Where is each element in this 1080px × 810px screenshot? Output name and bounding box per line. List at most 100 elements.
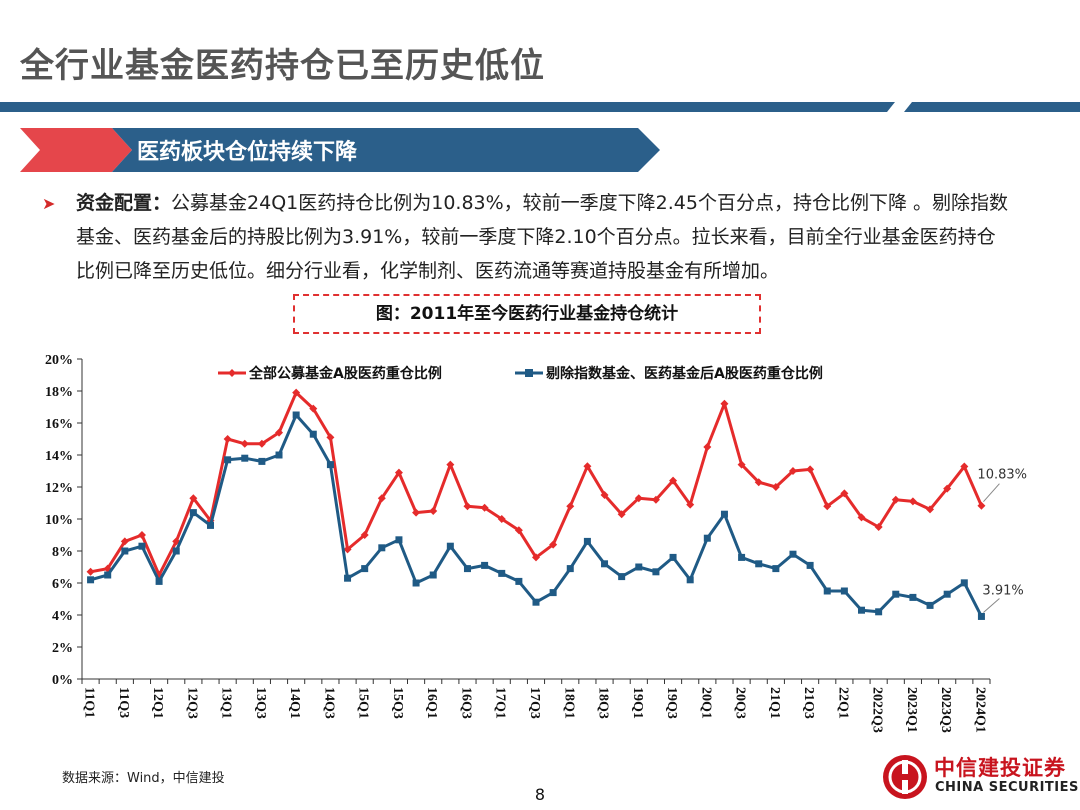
data-point-square — [344, 574, 352, 582]
x-tick-label: 18Q3 — [596, 687, 611, 719]
y-tick-label: 8% — [52, 545, 73, 560]
data-point-square — [549, 589, 557, 597]
annotation-leader — [983, 598, 1000, 613]
data-point-diamond — [292, 388, 301, 397]
data-point-square — [960, 579, 968, 587]
data-point-square — [446, 542, 454, 550]
data-point-diamond — [429, 507, 438, 515]
data-point-diamond — [600, 491, 609, 499]
x-tick-label: 2022Q3 — [870, 687, 885, 733]
y-tick-label: 4% — [52, 609, 73, 624]
data-point-square — [309, 430, 317, 438]
banner-body-shape — [112, 128, 660, 172]
data-point-square — [104, 571, 112, 579]
x-tick-label: 14Q3 — [321, 687, 336, 719]
legend-label-1: 全部公募基金A股医药重仓比例 — [248, 365, 442, 382]
annotation-leader — [983, 483, 1000, 503]
x-tick-label: 11Q1 — [82, 687, 97, 718]
data-label-series1-last: 10.83% — [977, 468, 1027, 483]
x-tick-label: 2024Q1 — [972, 687, 987, 733]
title-bar — [0, 102, 1080, 112]
data-point-square — [858, 606, 866, 614]
data-point-square — [463, 565, 471, 573]
data-point-square — [87, 576, 95, 584]
data-point-diamond — [823, 502, 832, 511]
y-tick-label: 6% — [52, 577, 73, 592]
data-point-diamond — [172, 537, 181, 546]
data-point-square — [412, 579, 420, 587]
data-point-square — [772, 565, 780, 573]
data-point-square — [515, 577, 523, 585]
data-point-square — [823, 587, 831, 595]
x-tick-label: 2023Q3 — [938, 687, 953, 733]
data-point-square — [652, 568, 660, 576]
x-tick-label: 21Q3 — [801, 687, 816, 719]
data-point-diamond — [669, 476, 678, 485]
data-point-square — [498, 569, 506, 577]
x-tick-label: 19Q3 — [664, 687, 679, 719]
data-point-diamond — [634, 494, 643, 503]
x-tick-label: 13Q3 — [253, 687, 268, 719]
x-tick-label: 20Q3 — [733, 687, 748, 719]
section-banner — [20, 128, 660, 172]
data-point-square — [892, 590, 900, 598]
legend-label-2: 剔除指数基金、医药基金后A股医药重仓比例 — [545, 365, 823, 382]
bullet-arrow-icon: ➤ — [42, 194, 56, 213]
data-point-square — [926, 601, 934, 609]
data-point-square — [155, 577, 163, 585]
data-point-diamond — [394, 468, 403, 477]
logo-name-cn: 中信建投证券 — [934, 756, 1066, 780]
data-point-square — [720, 510, 728, 518]
y-tick-label: 0% — [52, 673, 73, 688]
data-point-square — [601, 560, 609, 568]
y-tick-label: 20% — [45, 353, 73, 368]
data-point-square — [738, 553, 746, 561]
data-point-diamond — [446, 460, 455, 469]
x-tick-label: 16Q1 — [424, 687, 439, 719]
x-tick-label: 12Q1 — [150, 687, 165, 719]
x-tick-label: 16Q3 — [458, 687, 473, 719]
data-point-square — [532, 598, 540, 606]
y-tick-label: 12% — [45, 481, 73, 496]
data-point-diamond — [275, 428, 284, 437]
data-point-square — [669, 553, 677, 561]
data-point-diamond — [532, 553, 540, 562]
data-point-diamond — [943, 484, 952, 493]
y-tick-label: 14% — [45, 449, 73, 464]
title-bar-tail — [904, 102, 1080, 112]
bullet-text: 公募基金24Q1医药持仓比例为10.83%，较前一季度下降2.45个百分点，持仓… — [76, 192, 1009, 282]
page-number: 8 — [534, 785, 546, 804]
data-point-square — [806, 561, 814, 569]
chart-axes: 0% 2% 4% 6% 8% 10% 12% 14% 16% 18% 20% 11Q1 11Q3 12Q1… — [45, 353, 991, 733]
data-point-diamond — [120, 537, 129, 546]
data-point-square — [789, 550, 797, 558]
data-point-diamond — [189, 494, 198, 503]
data-point-square — [840, 587, 848, 595]
data-point-square — [755, 560, 763, 568]
data-point-square — [703, 534, 711, 542]
data-point-square — [361, 565, 369, 573]
x-tick-label: 13Q1 — [219, 687, 234, 719]
data-point-diamond — [326, 433, 335, 442]
data-point-square — [943, 590, 951, 598]
data-point-square — [481, 561, 489, 569]
data-point-diamond — [566, 502, 575, 511]
data-point-square — [875, 608, 883, 616]
bullet-lead: 资金配置： — [76, 192, 172, 214]
section-title: 医药板块仓位持续下降 — [137, 140, 358, 165]
data-point-square — [429, 571, 437, 579]
data-point-diamond — [360, 531, 369, 539]
data-point-diamond — [514, 526, 523, 535]
data-point-diamond — [309, 404, 318, 413]
series-line-2 — [90, 413, 983, 618]
data-point-square — [258, 457, 266, 465]
x-tick-label: 20Q1 — [698, 687, 713, 719]
data-point-diamond — [891, 495, 900, 504]
x-tick-label: 12Q3 — [184, 687, 199, 719]
data-point-square — [395, 536, 403, 544]
holdings-line-chart: 0% 2% 4% 6% 8% 10% 12% 14% 16% 18% 20% 11Q1 11Q3 12Q1… — [45, 353, 1027, 733]
data-point-diamond — [617, 510, 626, 519]
x-tick-label: 22Q1 — [835, 687, 850, 719]
x-tick-label: 21Q1 — [767, 687, 782, 719]
data-point-diamond — [240, 439, 249, 448]
